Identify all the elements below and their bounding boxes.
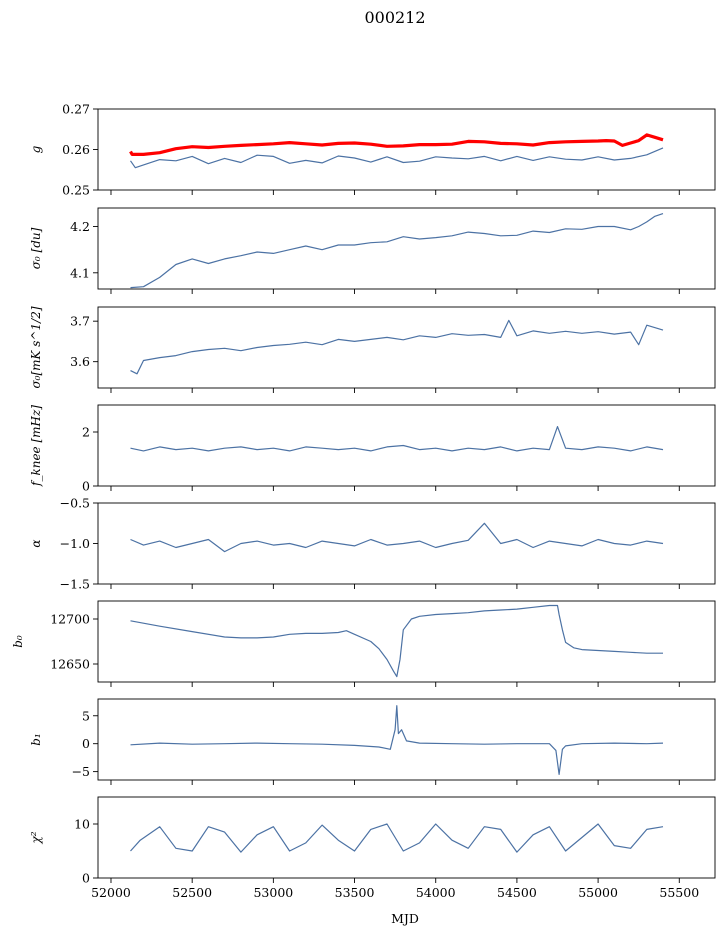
x-tick-label: 53000: [253, 885, 293, 900]
series-line-0-0: [129, 133, 664, 156]
axes-frame-6: [97, 698, 716, 781]
y-axis-label: g: [29, 145, 43, 153]
x-tick-label: 55000: [578, 885, 618, 900]
y-tick-label: 0.27: [62, 102, 90, 117]
panel-5: 12650 12700 b₀: [11, 600, 716, 687]
axes-frame-7: [97, 796, 716, 879]
panels: 0.25 0.26 0.27 g 4.1 4.2 σ₀ [du] 3.6 3.7 σ₀[mK s^…: [11, 102, 716, 900]
series-line-0-1: [130, 147, 664, 169]
y-axis-label: α: [29, 539, 43, 547]
y-axis-label: σ₀ [du]: [29, 227, 43, 269]
panel-6: −5 0 5 b₁: [29, 698, 716, 785]
y-tick-label: −1.5: [60, 577, 90, 592]
y-tick-label: −5: [72, 764, 90, 779]
y-tick-label: 12700: [50, 612, 90, 627]
series-line-1-0: [130, 213, 664, 289]
y-tick-label: 4.1: [70, 265, 90, 280]
y-tick-label: 3.7: [70, 314, 90, 329]
y-tick-label: 12650: [50, 657, 90, 672]
axes-frame-0: [97, 108, 716, 191]
y-tick-label: −1.0: [60, 536, 90, 551]
y-tick-label: −0.5: [60, 496, 90, 511]
series-line-2-0: [130, 319, 664, 375]
x-tick-label: 53500: [335, 885, 375, 900]
panel-2: 3.6 3.7 σ₀[mK s^1/2]: [29, 306, 716, 393]
y-tick-label: 0: [82, 736, 90, 751]
y-tick-label: 0.25: [62, 183, 90, 198]
panel-4: −1.5 −1.0 −0.5 α: [29, 496, 716, 592]
x-tick-label: 54000: [416, 885, 456, 900]
x-tick-label: 52500: [172, 885, 212, 900]
y-tick-label: 2: [82, 425, 90, 440]
series-line-7-0: [130, 823, 664, 853]
series-line-3-0: [130, 426, 664, 452]
y-axis-label: χ²: [29, 831, 43, 844]
series-line-4-0: [130, 522, 664, 553]
figure-title: 000212: [364, 8, 425, 27]
axes-frame-5: [97, 600, 716, 683]
panel-3: 0 2 f_knee [mHz]: [29, 404, 716, 494]
y-axis-label: σ₀[mK s^1/2]: [29, 306, 43, 388]
series-line-5-0: [130, 604, 663, 678]
x-tick-label: 55500: [659, 885, 699, 900]
x-tick-label: 54500: [497, 885, 537, 900]
y-tick-label: 5: [82, 708, 90, 723]
axes-frame-2: [97, 306, 716, 389]
x-tick-label: 52000: [91, 885, 131, 900]
y-tick-label: 10: [74, 817, 90, 832]
panel-0: 0.25 0.26 0.27 g: [29, 102, 716, 198]
y-axis-label: b₁: [29, 733, 43, 746]
axes-frame-3: [97, 404, 716, 487]
y-axis-label: b₀: [11, 635, 25, 648]
series-line-6-0: [130, 705, 664, 776]
y-tick-label: 0: [82, 871, 90, 886]
x-axis-label: MJD: [391, 911, 419, 926]
axes-frame-1: [97, 207, 716, 290]
y-tick-label: 3.6: [70, 354, 90, 369]
y-axis-label: f_knee [mHz]: [29, 405, 43, 487]
panel-1: 4.1 4.2 σ₀ [du]: [29, 207, 716, 294]
y-tick-label: 0.26: [62, 142, 90, 157]
y-tick-label: 4.2: [70, 219, 90, 234]
panel-7: 0 10 52000 52500 53000 53500 54000 54500 55000 55…: [29, 796, 716, 900]
y-tick-label: 0: [82, 479, 90, 494]
